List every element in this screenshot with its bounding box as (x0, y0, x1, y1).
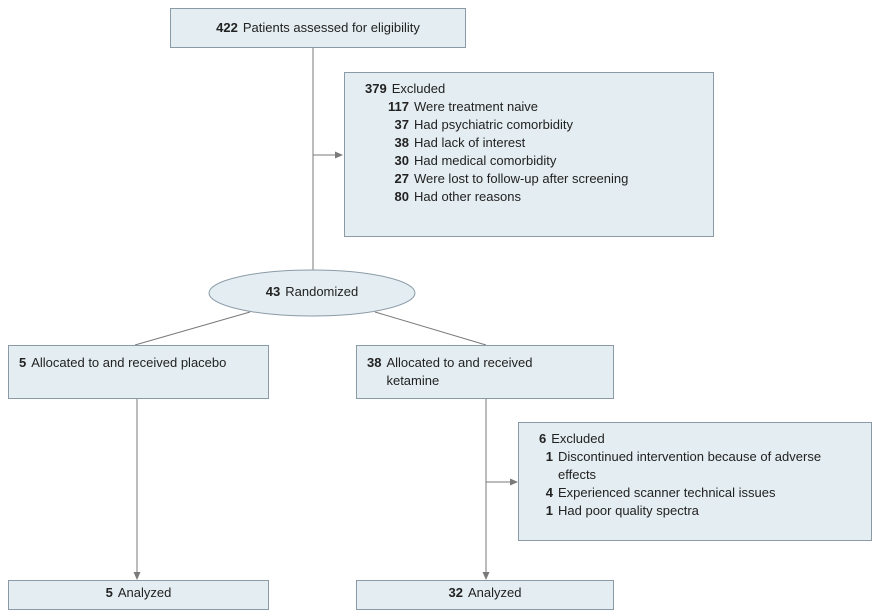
flow-diagram: 422 Patients assessed for eligibility 379… (8, 8, 872, 610)
excluded-box: 6 Excluded 1 Discontinued intervention bec… (518, 422, 872, 541)
count: 379 (365, 81, 387, 96)
label: Allocated to and received ketamine (386, 355, 533, 388)
label: Had medical comorbidity (414, 153, 557, 168)
count: 27 (394, 171, 409, 186)
label: Discontinued intervention because of adv… (558, 449, 822, 482)
count: 1 (545, 449, 553, 464)
label: Excluded (551, 431, 605, 446)
reason: 30 Had medical comorbidity (379, 152, 713, 170)
label: Analyzed (117, 585, 172, 600)
reason: 1 Discontinued intervention because of ad… (539, 448, 861, 484)
excluded-box: 379 Excluded 117 Were treatment naive 37 Had… (344, 72, 714, 237)
reason: 37 Had psychiatric comorbidity (379, 116, 713, 134)
arrowhead (335, 151, 343, 159)
label: Had poor quality spectra (558, 503, 699, 518)
label: Excluded (391, 81, 446, 96)
label: Allocated to and received placebo (31, 355, 227, 370)
analyzed-box: 5 Analyzed (8, 580, 269, 610)
arrowhead (133, 572, 141, 580)
count: 43 (265, 284, 281, 299)
label: Were lost to follow-up after screening (414, 171, 629, 186)
label: Patients assessed for eligibility (242, 20, 420, 35)
count: 4 (545, 485, 553, 500)
reason: 80 Had other reasons (379, 188, 713, 206)
reason: 1 Had poor quality spectra (539, 502, 861, 520)
reason: 4 Experienced scanner technical issues (539, 484, 861, 502)
arrowhead (482, 572, 490, 580)
reason: 117 Were treatment naive (379, 98, 713, 116)
count: 1 (545, 503, 553, 518)
count: 6 (539, 431, 547, 446)
count: 5 (19, 355, 27, 370)
label: Analyzed (467, 585, 522, 600)
count: 30 (394, 153, 409, 168)
label: Randomized (285, 284, 359, 299)
count: 38 (367, 355, 382, 370)
count: 32 (448, 585, 463, 600)
analyzed-box: 32 Analyzed (356, 580, 614, 610)
connector (374, 311, 487, 346)
connector (134, 311, 251, 346)
connectors (133, 47, 518, 580)
label: Experienced scanner technical issues (558, 485, 776, 500)
label: Had other reasons (414, 189, 521, 204)
allocated-box: 38 Allocated to and received ketamine (356, 345, 614, 399)
count: 37 (394, 117, 409, 132)
randomized-ellipse (208, 269, 416, 317)
count: 80 (394, 189, 409, 204)
enrollment-box: 422 Patients assessed for eligibility (170, 8, 466, 48)
label: Had lack of interest (414, 135, 526, 150)
reason: 27 Were lost to follow-up after screening (379, 170, 713, 188)
count: 117 (388, 99, 409, 114)
arrowhead (510, 478, 518, 486)
reason: 38 Had lack of interest (379, 134, 713, 152)
label: Had psychiatric comorbidity (414, 117, 573, 132)
allocated-box: 5 Allocated to and received placebo (8, 345, 269, 399)
count: 38 (394, 135, 409, 150)
randomized-text: 43 Randomized (209, 283, 415, 301)
label: Were treatment naive (414, 99, 539, 114)
count: 5 (105, 585, 113, 600)
count: 422 (216, 20, 238, 35)
